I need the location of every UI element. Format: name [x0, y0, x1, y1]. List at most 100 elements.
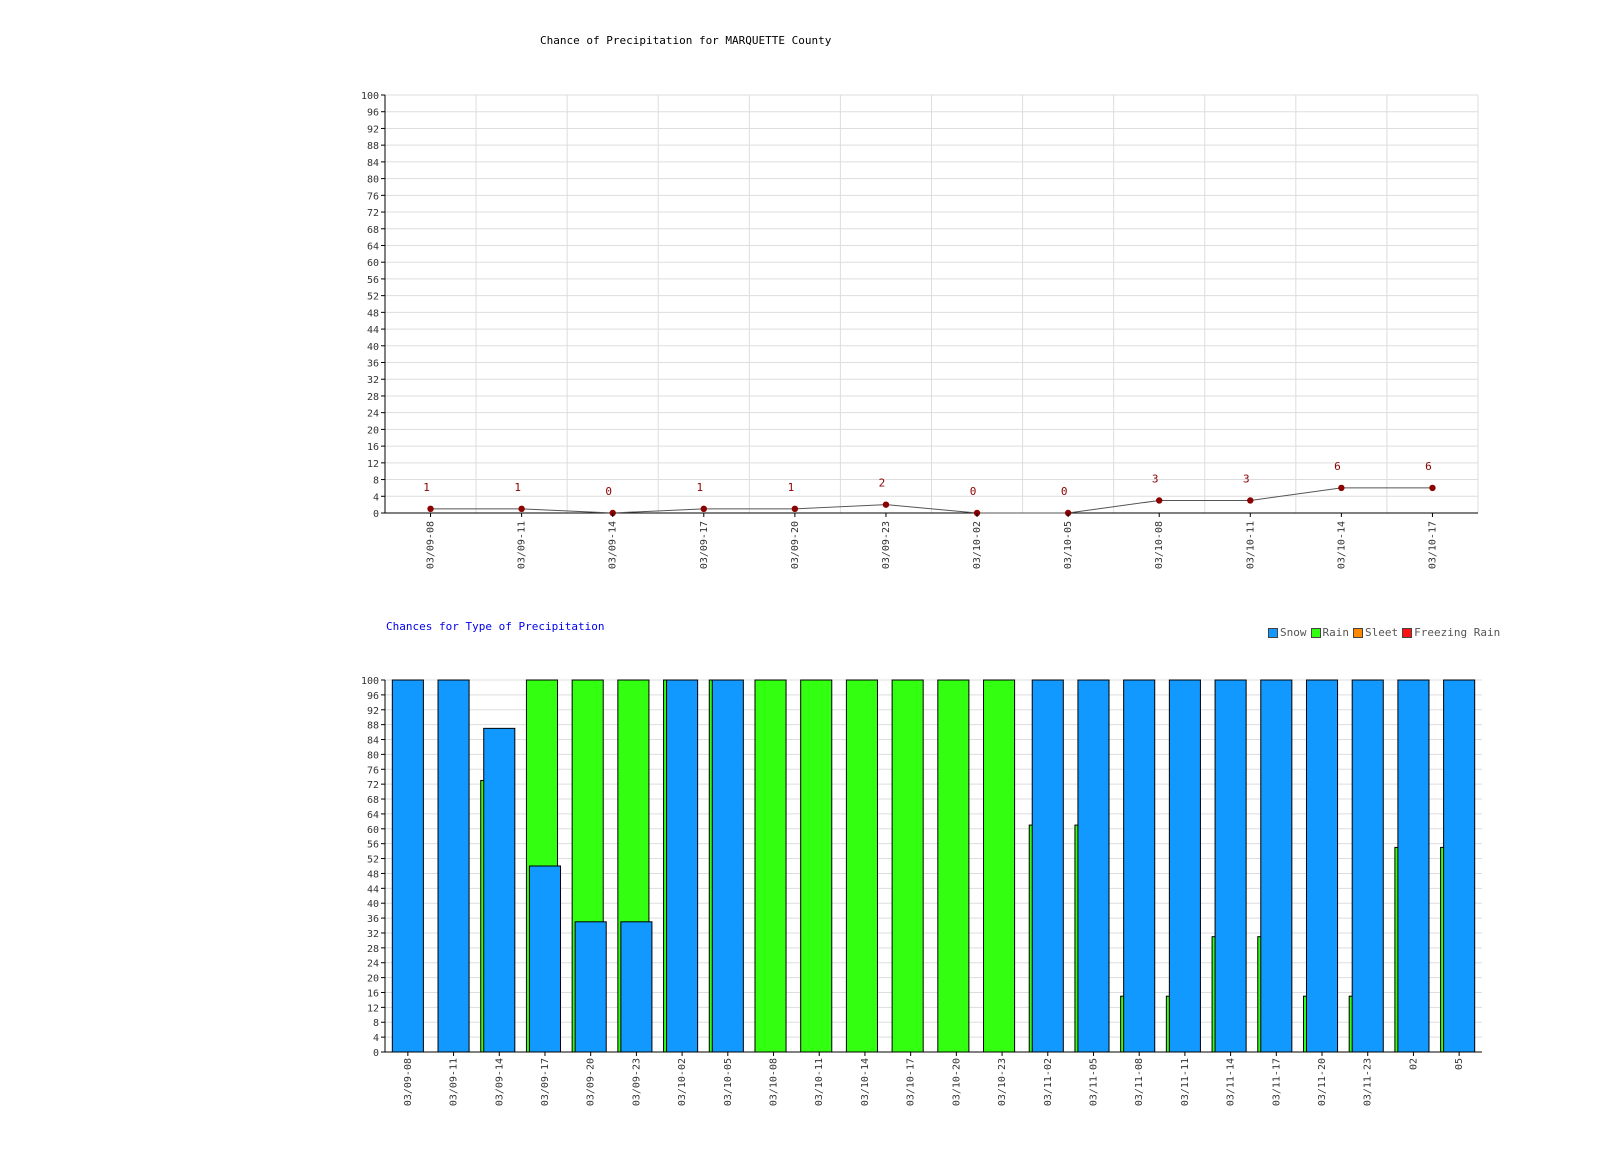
bar-chart-xtick-label: 03/09-17 [540, 1058, 551, 1106]
bar-rain [800, 679, 833, 1053]
legend-label-sleet: Sleet [1365, 626, 1399, 639]
line-chart-data-label: 0 [1061, 485, 1068, 498]
bar-rain [937, 679, 970, 1053]
line-chart-data-label: 0 [970, 485, 977, 498]
legend-swatch-snow [1268, 627, 1278, 638]
bar-chart-xtick-label: 03/10-14 [860, 1058, 871, 1106]
bar-chart-ytick-label: 52 [367, 855, 379, 866]
line-chart-ytick-label: 72 [367, 208, 379, 219]
bar-snow [666, 679, 699, 1053]
line-chart-xtick-label: 03/09-14 [608, 521, 619, 569]
bar-chart-ytick-label: 32 [367, 929, 379, 940]
line-chart-ytick-label: 36 [367, 359, 379, 370]
legend-swatch-sleet [1353, 627, 1363, 638]
bar-chart-ytick-label: 24 [367, 959, 379, 970]
line-chart-data-label: 1 [423, 481, 430, 494]
bar-snow [391, 679, 424, 1053]
line-chart-ytick-label: 80 [367, 175, 379, 186]
bar-chart-ytick-label: 12 [367, 1003, 379, 1014]
bar-chart-xtick-label: 03/11-02 [1043, 1058, 1054, 1106]
legend-label-snow: Snow [1280, 626, 1307, 639]
bar-snow [1214, 679, 1247, 1053]
bar-chart-xtick-label: 03/11-05 [1088, 1058, 1099, 1106]
line-chart-ytick-label: 16 [367, 442, 379, 453]
line-chart-point [882, 501, 890, 508]
bar-snow [1351, 679, 1384, 1053]
bar-rain [754, 679, 787, 1053]
bar-chart-xtick-label: 03/10-02 [677, 1058, 688, 1106]
bar-chart-ytick-label: 16 [367, 988, 379, 999]
bar-chart-ytick-label: 84 [367, 736, 379, 747]
bar-snow [1168, 679, 1201, 1053]
bar-chart-xtick-label: 03/11-08 [1134, 1058, 1145, 1106]
line-chart: 0481216202428323640444852566064687276808… [361, 91, 1479, 569]
legend-item-sleet: Sleet [1353, 626, 1398, 639]
bar-chart-ytick-label: 72 [367, 780, 379, 791]
bar-chart-ytick-label: 0 [373, 1048, 379, 1059]
bar-snow [574, 921, 607, 1053]
bar-chart-ytick-label: 80 [367, 750, 379, 761]
line-chart-data-label: 1 [696, 481, 703, 494]
bar-chart-ytick-label: 68 [367, 795, 379, 806]
line-chart-data-label: 0 [605, 485, 612, 498]
bar-chart-ytick-label: 44 [367, 884, 379, 895]
line-chart-data-label: 1 [514, 481, 521, 494]
line-chart-ytick-label: 56 [367, 275, 379, 286]
bar-chart-xtick-label: 03/11-14 [1226, 1058, 1237, 1106]
line-chart-data-label: 6 [1334, 460, 1341, 473]
bar-chart-ytick-label: 40 [367, 899, 379, 910]
line-chart-xtick-label: 03/10-08 [1154, 521, 1165, 569]
line-chart-ytick-label: 88 [367, 141, 379, 152]
line-chart-xtick-label: 03/10-14 [1336, 521, 1347, 569]
legend-swatch-rain [1310, 627, 1321, 638]
bar-chart-ytick-label: 8 [373, 1018, 379, 1029]
line-chart-ytick-label: 32 [367, 375, 379, 386]
bar-chart-xtick-label: 03/11-20 [1317, 1058, 1328, 1106]
line-chart-xtick-label: 03/09-23 [881, 521, 892, 569]
line-chart-data-label: 3 [1243, 472, 1250, 485]
legend-label-freezing-rain: Freezing Rain [1414, 626, 1501, 639]
bar-chart-ytick-label: 60 [367, 825, 379, 836]
bar-rain [891, 679, 924, 1053]
line-chart-point [518, 505, 525, 513]
bar-chart-ytick-label: 4 [373, 1033, 379, 1044]
bar-snow [437, 679, 470, 1053]
bar-chart-xtick-label: 03/10-17 [906, 1058, 917, 1106]
bar-chart-ytick-label: 28 [367, 944, 379, 955]
bar-chart-ytick-label: 96 [367, 691, 379, 702]
legend-label-rain: Rain [1322, 626, 1350, 639]
line-chart-xtick-label: 03/09-17 [699, 521, 710, 569]
line-chart-point [791, 505, 799, 513]
bar-chart-xtick-label: 03/11-23 [1363, 1058, 1374, 1106]
legend-swatch-freezing-rain [1402, 627, 1413, 638]
bar-chart-xtick-label: 03/09-20 [586, 1058, 597, 1106]
bar-chart-ytick-label: 92 [367, 706, 379, 717]
bar-chart-xtick-label: 03/09-14 [494, 1058, 505, 1106]
bar-chart-ytick-label: 20 [367, 974, 379, 985]
bar-chart-xtick-label: 03/10-08 [769, 1058, 780, 1106]
bar-chart-xtick-label: 03/09-08 [403, 1058, 414, 1106]
legend-item-freezing-rain: Freezing Rain [1402, 626, 1500, 639]
bar-snow [483, 727, 516, 1053]
bar-rain [983, 679, 1016, 1053]
bar-snow [1260, 679, 1293, 1053]
line-chart-point [1338, 484, 1345, 492]
line-chart-xtick-label: 03/09-08 [426, 521, 437, 569]
bar-snow [1077, 679, 1110, 1053]
bar-chart-xtick-label: 03/09-23 [631, 1058, 642, 1106]
bar-snow [1305, 679, 1339, 1053]
bar-chart-xtick-label: 02 [1408, 1058, 1419, 1070]
line-chart-data-label: 3 [1152, 472, 1159, 485]
line-chart-ytick-label: 48 [367, 308, 379, 319]
line-chart-point [427, 505, 434, 513]
line-chart-point [1429, 484, 1436, 492]
bar-chart-ytick-label: 88 [367, 721, 379, 732]
bar-chart-title: Chances for Type of Precipitation [386, 620, 605, 633]
line-chart-data-label: 6 [1425, 460, 1432, 473]
line-chart-ytick-label: 60 [367, 258, 379, 269]
line-chart-xtick-label: 03/10-17 [1427, 521, 1438, 569]
bar-chart-xtick-label: 03/11-11 [1180, 1058, 1191, 1106]
bar-chart-ytick-label: 56 [367, 840, 379, 851]
line-chart-point [1247, 497, 1254, 504]
